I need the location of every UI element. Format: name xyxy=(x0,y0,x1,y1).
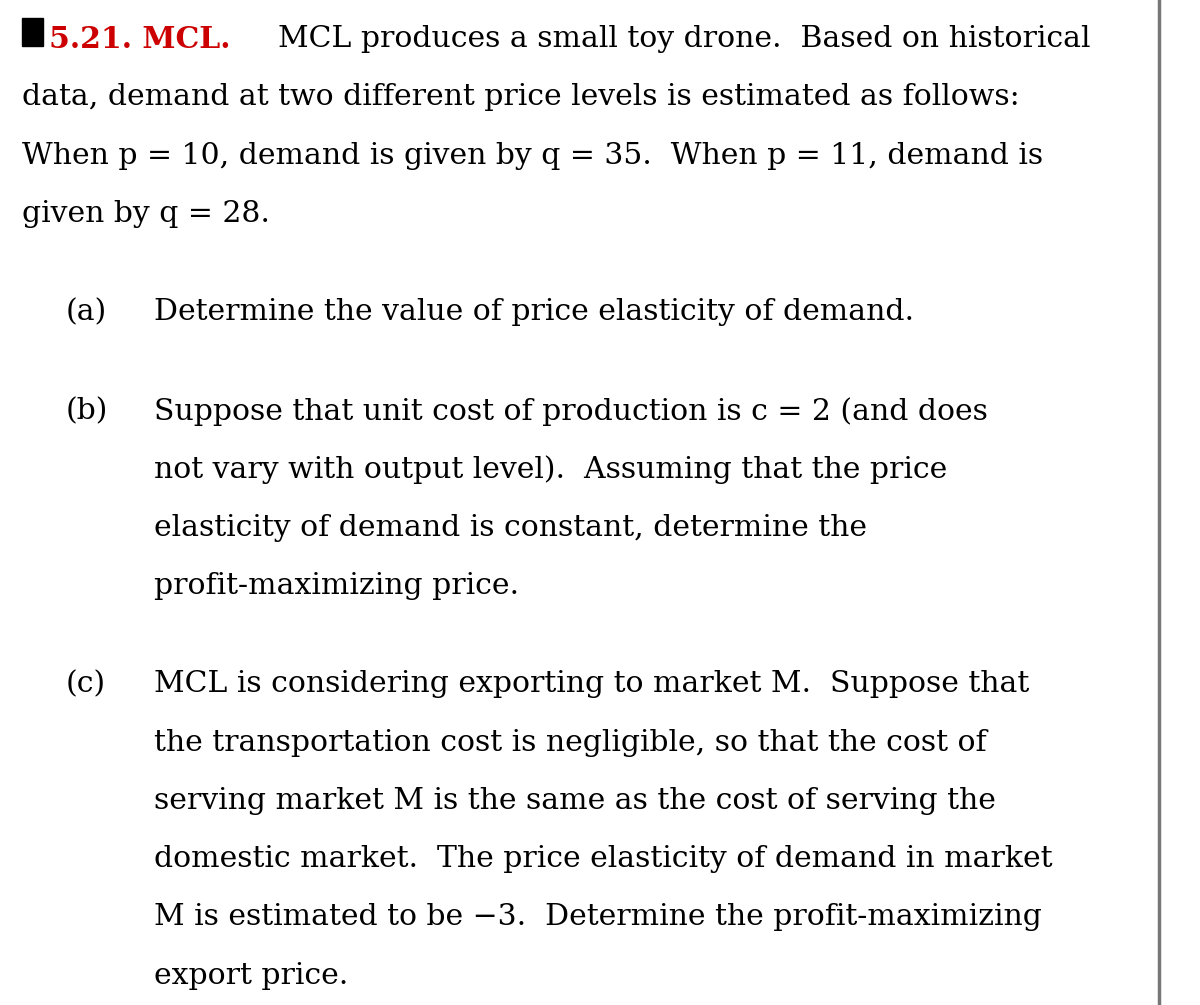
Text: serving market M is the same as the cost of serving the: serving market M is the same as the cost… xyxy=(154,787,996,815)
Text: the transportation cost is negligible, so that the cost of: the transportation cost is negligible, s… xyxy=(154,729,986,757)
Text: MCL produces a small toy drone.  Based on historical: MCL produces a small toy drone. Based on… xyxy=(259,25,1091,53)
Bar xyxy=(22,18,43,46)
Text: MCL is considering exporting to market M.  Suppose that: MCL is considering exporting to market M… xyxy=(154,670,1028,698)
Text: M is estimated to be −3.  Determine the profit-maximizing: M is estimated to be −3. Determine the p… xyxy=(154,903,1042,932)
Text: (b): (b) xyxy=(66,397,108,425)
Text: (c): (c) xyxy=(66,670,106,698)
Text: not vary with output level).  Assuming that the price: not vary with output level). Assuming th… xyxy=(154,455,947,484)
Text: export price.: export price. xyxy=(154,962,348,990)
Text: 5.21. MCL.: 5.21. MCL. xyxy=(49,25,230,54)
Text: domestic market.  The price elasticity of demand in market: domestic market. The price elasticity of… xyxy=(154,845,1052,873)
Text: elasticity of demand is constant, determine the: elasticity of demand is constant, determ… xyxy=(154,514,866,542)
Text: given by q = 28.: given by q = 28. xyxy=(22,200,270,228)
Text: (a): (a) xyxy=(66,298,107,327)
Text: data, demand at two different price levels is estimated as follows:: data, demand at two different price leve… xyxy=(22,83,1019,112)
Text: profit-maximizing price.: profit-maximizing price. xyxy=(154,572,518,600)
Text: Suppose that unit cost of production is c = 2 (and does: Suppose that unit cost of production is … xyxy=(154,397,988,426)
Text: When p = 10, demand is given by q = 35.  When p = 11, demand is: When p = 10, demand is given by q = 35. … xyxy=(22,142,1043,170)
Text: Determine the value of price elasticity of demand.: Determine the value of price elasticity … xyxy=(154,298,913,327)
